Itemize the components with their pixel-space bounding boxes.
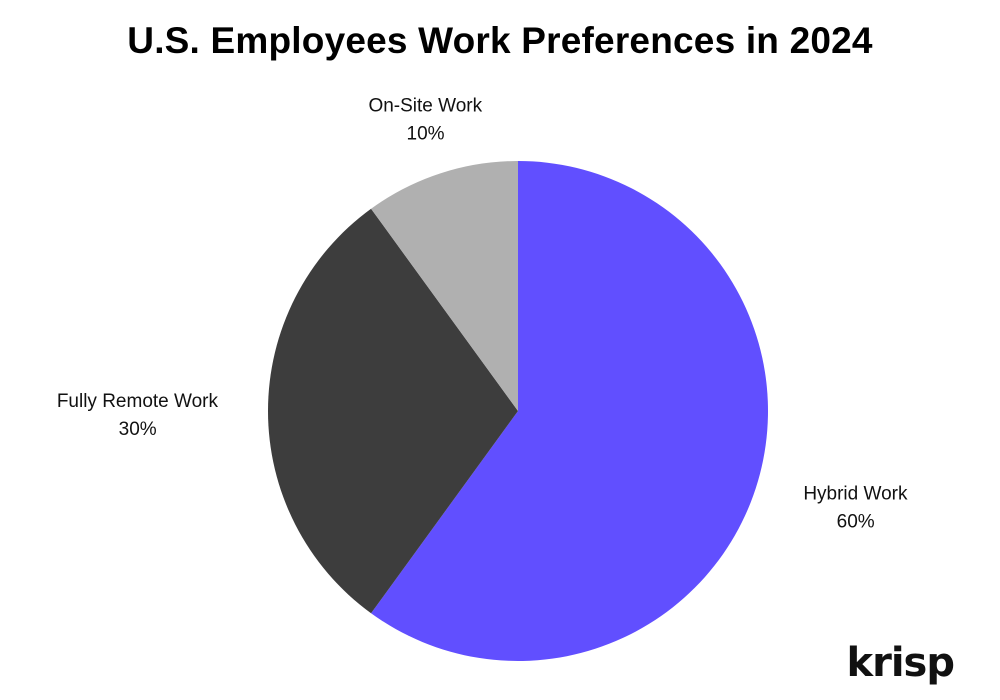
pie-slice-hybrid-work bbox=[371, 161, 768, 661]
slice-value-hybrid-work: 60% bbox=[837, 512, 875, 533]
pie-slice-fully-remote-work bbox=[268, 208, 518, 614]
slice-value-on-site-work: 10% bbox=[407, 124, 445, 145]
krisp-logo: krisp bbox=[846, 640, 955, 686]
pie-slice-on-site-work bbox=[371, 161, 518, 411]
slice-label-fully-remote-work: Fully Remote Work bbox=[57, 391, 219, 412]
slice-value-fully-remote-work: 30% bbox=[119, 419, 157, 440]
chart-title: U.S. Employees Work Preferences in 2024 bbox=[127, 20, 873, 61]
slice-label-hybrid-work: Hybrid Work bbox=[803, 484, 908, 505]
slice-label-on-site-work: On-Site Work bbox=[368, 96, 482, 117]
